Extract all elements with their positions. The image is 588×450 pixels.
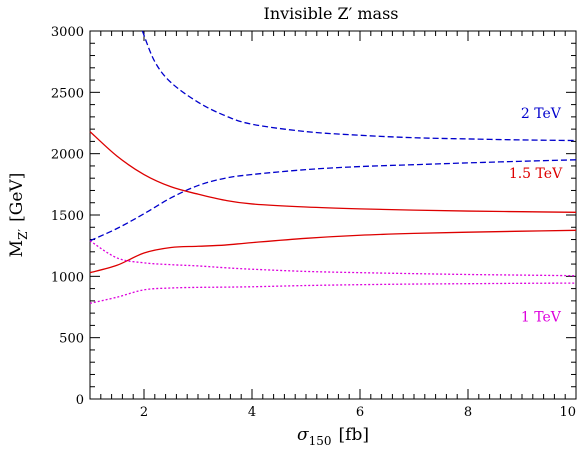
y-axis-unit: [GeV] xyxy=(7,173,27,222)
x-tick-label: 4 xyxy=(248,405,256,420)
series-line-1TeV-dotted xyxy=(89,282,577,304)
y-tick-label: 2500 xyxy=(51,86,84,101)
y-tick-label: 500 xyxy=(59,332,84,347)
series-layer xyxy=(89,30,577,304)
x-tick-label: 6 xyxy=(356,405,364,420)
y-tick-label: 1500 xyxy=(51,209,84,224)
series-line-1.5TeV-solid xyxy=(89,229,577,274)
series-line-2TeV-dashed xyxy=(89,159,577,242)
series-line-1TeV-dotted xyxy=(89,240,577,277)
y-tick-labels: 0 500 1000 1500 2000 2500 3000 xyxy=(51,25,84,408)
x-tick-label: 8 xyxy=(464,405,472,420)
series-line-2TeV-dashed xyxy=(141,30,577,142)
x-axis-title: σ150 [fb] xyxy=(297,425,369,448)
axis-ticks xyxy=(89,30,577,400)
plot-frame xyxy=(89,30,577,400)
y-tick-label: 3000 xyxy=(51,25,84,40)
y-tick-label: 2000 xyxy=(51,148,84,163)
series-label-2TeV: 2 TeV xyxy=(521,106,562,122)
series-line-1.5TeV-solid xyxy=(89,131,577,213)
y-tick-label: 1000 xyxy=(51,270,84,285)
x-axis-symbol: σ xyxy=(297,425,309,445)
y-axis-subscript: Z′ xyxy=(16,229,30,240)
x-axis-subscript: 150 xyxy=(309,434,332,448)
x-tick-label: 10 xyxy=(559,405,576,420)
y-tick-label: 0 xyxy=(76,393,84,408)
series-annotations: 2 TeV 1.5 TeV 1 TeV xyxy=(509,106,563,326)
y-axis-title: MZ′ [GeV] xyxy=(7,173,30,258)
series-label-1.5TeV: 1.5 TeV xyxy=(509,166,563,182)
x-axis-unit: [fb] xyxy=(339,425,369,445)
chart-title: Invisible Z′ mass xyxy=(264,4,399,23)
x-tick-labels: 2 4 6 8 10 xyxy=(140,405,576,420)
y-axis-symbol: M xyxy=(7,240,27,257)
series-label-1TeV: 1 TeV xyxy=(521,310,562,326)
x-tick-label: 2 xyxy=(140,405,148,420)
